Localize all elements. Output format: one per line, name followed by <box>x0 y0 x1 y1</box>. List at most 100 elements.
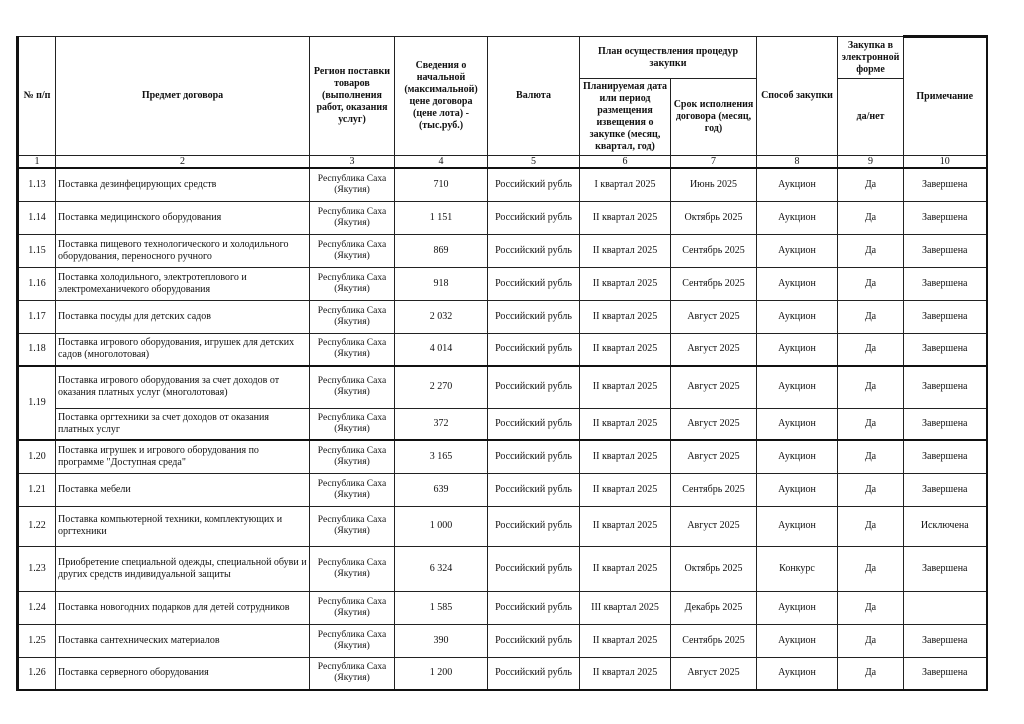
table-row: 1.17 Поставка посуды для детских садов Рес… <box>16 299 988 334</box>
term-cell: Октябрь 2025 <box>670 200 757 235</box>
region-cell: Республика Саха (Якутия) <box>309 656 395 691</box>
row-number: 1.17 <box>16 299 56 334</box>
row-number: 1.24 <box>16 590 56 625</box>
table-row: 1.13 Поставка дезинфецирующих средств Респ… <box>16 167 988 202</box>
currency-cell: Российский рубль <box>487 590 580 625</box>
currency-cell: Российский рубль <box>487 656 580 691</box>
currency-cell: Российский рубль <box>487 439 580 474</box>
row-number: 1.15 <box>16 233 56 268</box>
term-cell: Октябрь 2025 <box>670 545 757 592</box>
term-cell: Август 2025 <box>670 407 757 441</box>
method-cell: Аукцион <box>756 365 838 409</box>
procurement-plan-table: № п/п Предмет договора Регион поставки т… <box>16 35 988 691</box>
subject-cell: Поставка медицинского оборудования <box>55 200 310 235</box>
subject-cell: Поставка холодильного, электротеплового … <box>55 266 310 301</box>
price-cell: 1 000 <box>394 505 488 547</box>
column-number: 1 <box>16 155 56 169</box>
currency-cell: Российский рубль <box>487 200 580 235</box>
term-cell: Сентябрь 2025 <box>670 623 757 658</box>
region-cell: Республика Саха (Якутия) <box>309 545 395 592</box>
price-cell: 869 <box>394 233 488 268</box>
method-cell: Аукцион <box>756 590 838 625</box>
method-cell: Аукцион <box>756 505 838 547</box>
table-row: 1.19 Поставка игрового оборудования за сч… <box>16 365 988 441</box>
period-cell: II квартал 2025 <box>579 545 671 592</box>
period-cell: II квартал 2025 <box>579 299 671 334</box>
region-cell: Республика Саха (Якутия) <box>309 439 395 474</box>
note-cell: Исключена <box>903 505 988 547</box>
period-cell: II квартал 2025 <box>579 365 671 409</box>
table-row: 1.26 Поставка серверного оборудования Респ… <box>16 656 988 691</box>
row-number: 1.16 <box>16 266 56 301</box>
note-cell: Завершена <box>903 407 988 441</box>
period-cell: III квартал 2025 <box>579 590 671 625</box>
table-row: 1.15 Поставка пищевого технологического и… <box>16 233 988 268</box>
row-number: 1.23 <box>16 545 56 592</box>
term-cell: Декабрь 2025 <box>670 590 757 625</box>
price-cell: 4 014 <box>394 332 488 367</box>
period-cell: II квартал 2025 <box>579 505 671 547</box>
table-row: 1.21 Поставка мебели Республика Саха (Якут… <box>16 472 988 507</box>
method-cell: Конкурс <box>756 545 838 592</box>
column-number: 5 <box>487 155 580 169</box>
table-row: 1.24 Поставка новогодних подарков для дет… <box>16 590 988 625</box>
table-row: Поставка оргтехники за счет доходов от о… <box>18 407 988 441</box>
price-cell: 6 324 <box>394 545 488 592</box>
currency-cell: Российский рубль <box>487 332 580 367</box>
table-row: 1.20 Поставка игрушек и игрового оборудов… <box>16 439 988 474</box>
method-cell: Аукцион <box>756 200 838 235</box>
region-cell: Республика Саха (Якутия) <box>309 167 395 202</box>
price-cell: 2 032 <box>394 299 488 334</box>
price-cell: 1 585 <box>394 590 488 625</box>
period-cell: II квартал 2025 <box>579 407 671 441</box>
note-cell: Завершена <box>903 439 988 474</box>
region-cell: Республика Саха (Якутия) <box>309 332 395 367</box>
term-cell: Сентябрь 2025 <box>670 472 757 507</box>
price-cell: 3 165 <box>394 439 488 474</box>
row-number: 1.19 <box>16 365 56 441</box>
period-cell: II квартал 2025 <box>579 200 671 235</box>
header-price: Сведения о начальной (максимальной) цене… <box>394 36 488 156</box>
price-cell: 1 200 <box>394 656 488 691</box>
note-cell: Завершена <box>903 299 988 334</box>
table-row: 1.22 Поставка компьютерной техники, компл… <box>16 505 988 547</box>
method-cell: Аукцион <box>756 472 838 507</box>
term-cell: Сентябрь 2025 <box>670 266 757 301</box>
electronic-cell: Да <box>837 656 904 691</box>
subject-cell: Поставка оргтехники за счет доходов от о… <box>55 407 310 441</box>
electronic-cell: Да <box>837 472 904 507</box>
column-number: 2 <box>55 155 310 169</box>
method-cell: Аукцион <box>756 266 838 301</box>
row-number: 1.13 <box>16 167 56 202</box>
header-term: Срок исполнения договора (месяц, год) <box>670 78 757 156</box>
electronic-cell: Да <box>837 407 904 441</box>
subject-cell: Поставка компьютерной техники, комплекту… <box>55 505 310 547</box>
table-row: 1.18 Поставка игрового оборудования, игру… <box>16 332 988 367</box>
currency-cell: Российский рубль <box>487 505 580 547</box>
note-cell: Завершена <box>903 200 988 235</box>
term-cell: Август 2025 <box>670 505 757 547</box>
term-cell: Август 2025 <box>670 656 757 691</box>
note-cell: Завершена <box>903 656 988 691</box>
period-cell: II квартал 2025 <box>579 623 671 658</box>
electronic-cell: Да <box>837 365 904 409</box>
note-cell: Завершена <box>903 623 988 658</box>
note-cell <box>903 590 988 625</box>
note-cell: Завершена <box>903 365 988 409</box>
method-cell: Аукцион <box>756 656 838 691</box>
table-row: 1.14 Поставка медицинского оборудования Ре… <box>16 200 988 235</box>
column-number: 7 <box>670 155 757 169</box>
table-row: 1.25 Поставка сантехнических материалов Ре… <box>16 623 988 658</box>
currency-cell: Российский рубль <box>487 233 580 268</box>
note-cell: Завершена <box>903 266 988 301</box>
period-cell: II квартал 2025 <box>579 233 671 268</box>
electronic-cell: Да <box>837 299 904 334</box>
method-cell: Аукцион <box>756 299 838 334</box>
header-period: Планируемая дата или период размещения и… <box>579 78 671 156</box>
method-cell: Аукцион <box>756 233 838 268</box>
note-cell: Завершена <box>903 167 988 202</box>
electronic-cell: Да <box>837 233 904 268</box>
header-number: № п/п <box>16 36 56 156</box>
term-cell: Август 2025 <box>670 439 757 474</box>
row-number: 1.18 <box>16 332 56 367</box>
